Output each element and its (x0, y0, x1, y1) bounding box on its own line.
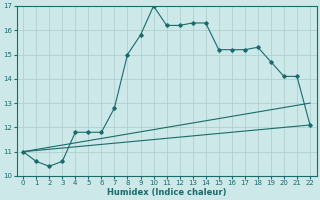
X-axis label: Humidex (Indice chaleur): Humidex (Indice chaleur) (107, 188, 226, 197)
